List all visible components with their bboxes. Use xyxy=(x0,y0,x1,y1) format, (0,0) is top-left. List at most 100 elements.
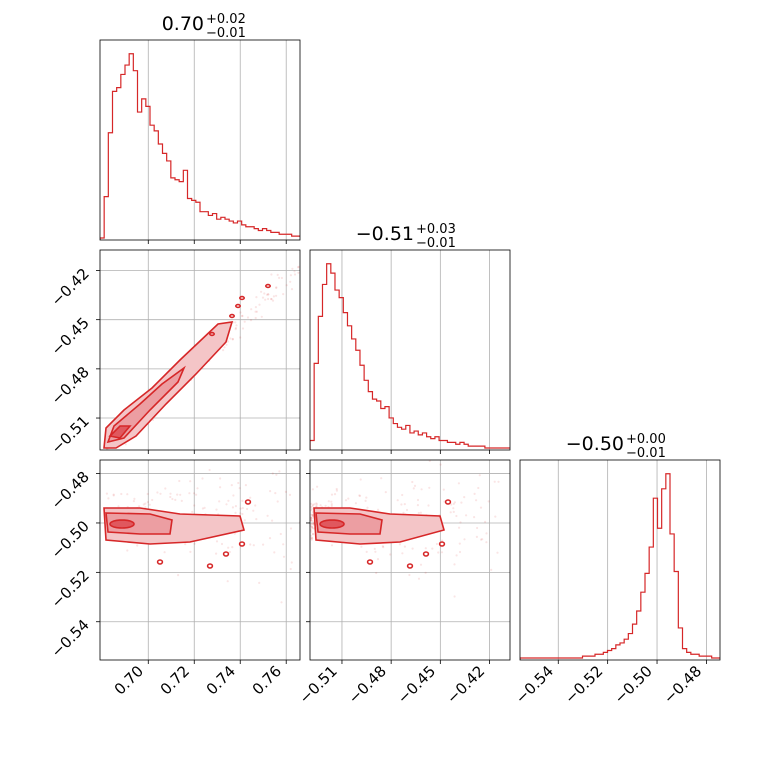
density-point xyxy=(243,519,246,522)
density-point xyxy=(435,542,438,546)
density-point xyxy=(203,506,206,509)
density-point xyxy=(179,493,182,496)
density-point xyxy=(227,499,230,502)
density-point xyxy=(310,517,313,520)
density-point xyxy=(315,503,318,506)
density-point xyxy=(291,267,294,270)
density-point xyxy=(449,511,452,514)
density-point xyxy=(424,547,427,550)
density-0-1-tick-label-y: −0.45 xyxy=(48,314,93,359)
histogram-title-value: 0.70 xyxy=(162,13,204,35)
density-point xyxy=(271,472,274,475)
density-point xyxy=(249,319,253,322)
density-point xyxy=(300,266,302,268)
density-point xyxy=(184,543,187,546)
density-0-2-tick-label-x: 0.70 xyxy=(111,662,147,698)
density-point xyxy=(311,526,314,529)
density-point xyxy=(237,481,240,485)
density-point xyxy=(312,533,315,536)
contour-island xyxy=(244,499,252,505)
density-point xyxy=(459,521,462,524)
density-point xyxy=(476,526,479,530)
density-point xyxy=(234,505,237,508)
density-point xyxy=(440,551,444,554)
density-point xyxy=(271,299,275,302)
density-1-2-tick-label-x: −0.45 xyxy=(394,662,439,707)
density-point xyxy=(310,525,312,528)
histogram-panel-2: −0.54 −0.52 −0.50 −0.48−0.50 +0.00−0.01 xyxy=(512,432,721,707)
density-point xyxy=(227,546,230,549)
density-point xyxy=(487,500,490,503)
density-point xyxy=(310,507,313,510)
density-point xyxy=(310,530,313,533)
density-point xyxy=(403,545,406,548)
density-point xyxy=(146,501,149,504)
density-point xyxy=(316,485,319,488)
density-0-2-tick-label-x: 0.72 xyxy=(157,662,193,698)
density-point xyxy=(231,337,234,341)
density-point xyxy=(249,496,252,499)
density-point xyxy=(266,514,269,517)
density-0-2-tick-label-x: 0.76 xyxy=(249,662,285,698)
density-point xyxy=(107,451,109,453)
density-point xyxy=(301,500,303,502)
density-point xyxy=(255,518,258,521)
density-point xyxy=(231,338,234,341)
density-point xyxy=(374,550,377,553)
density-point xyxy=(453,501,456,504)
density-point xyxy=(310,517,313,520)
density-point xyxy=(310,537,312,540)
density-point xyxy=(241,314,244,317)
density-point xyxy=(231,506,234,509)
density-point xyxy=(144,506,147,509)
density-point xyxy=(402,511,405,514)
density-point xyxy=(159,492,162,495)
density-point xyxy=(475,499,478,502)
density-point xyxy=(310,522,313,526)
density-point xyxy=(255,296,258,299)
density-point xyxy=(280,601,283,604)
density-point xyxy=(254,310,257,313)
density-point xyxy=(493,480,496,483)
density-point xyxy=(156,491,159,494)
density-point xyxy=(439,463,442,466)
density-point xyxy=(260,290,263,293)
density-point xyxy=(112,494,115,497)
density-point xyxy=(411,480,414,484)
density-0-1-tick-label-y: −0.42 xyxy=(48,265,93,310)
density-point xyxy=(497,480,500,483)
density-point xyxy=(193,542,196,545)
density-point xyxy=(319,504,322,507)
density-panel-1-2: −0.51 −0.48 −0.45 −0.42 xyxy=(296,452,511,707)
density-point xyxy=(275,286,278,289)
density-point xyxy=(465,514,468,517)
density-point xyxy=(480,538,483,541)
density-point xyxy=(238,487,241,490)
density-point xyxy=(176,493,179,496)
density-point xyxy=(226,340,230,343)
density-point xyxy=(285,284,288,287)
density-points xyxy=(105,265,302,453)
contour-island xyxy=(229,313,236,319)
density-point xyxy=(449,452,451,454)
density-point xyxy=(401,493,404,497)
density-point xyxy=(282,555,286,558)
density-point xyxy=(360,545,363,548)
contour-island xyxy=(366,559,374,565)
density-0-2-tick-label-y: −0.48 xyxy=(48,468,93,513)
contour-island xyxy=(264,283,271,289)
contour-island xyxy=(222,551,230,557)
density-panel-0-1: −0.51−0.48−0.45−0.42 xyxy=(48,249,302,457)
contour-island xyxy=(239,295,246,301)
density-point xyxy=(293,273,297,276)
density-point xyxy=(310,516,313,519)
density-point xyxy=(419,511,422,514)
density-point xyxy=(484,520,487,524)
histogram-line xyxy=(310,263,510,450)
density-point xyxy=(163,551,166,554)
density-point xyxy=(275,294,278,297)
density-point xyxy=(241,327,245,330)
contour-island xyxy=(235,303,242,309)
density-point xyxy=(437,551,440,554)
density-point xyxy=(178,479,181,483)
